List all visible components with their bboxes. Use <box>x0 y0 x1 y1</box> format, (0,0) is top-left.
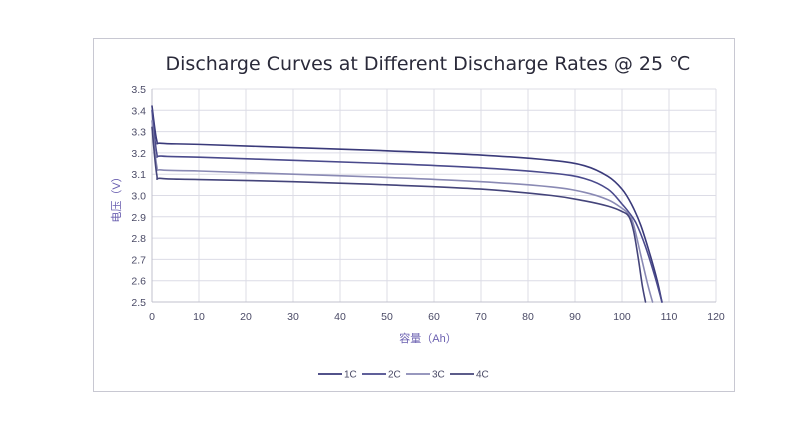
series-line-2c <box>151 109 663 303</box>
series-line-4c <box>151 126 647 303</box>
legend-label-2c: 2C <box>388 370 401 381</box>
x-tick-label: 30 <box>287 311 299 323</box>
y-tick-label: 3.5 <box>131 84 146 96</box>
y-tick-label: 3.3 <box>131 127 146 139</box>
y-tick-label: 2.6 <box>131 276 146 288</box>
x-tick-label: 80 <box>522 311 534 323</box>
chart-frame: Discharge Curves at Different Discharge … <box>93 38 735 392</box>
y-tick-label: 2.9 <box>131 212 146 224</box>
y-tick-label: 2.8 <box>131 233 146 245</box>
x-tick-label: 0 <box>149 311 155 323</box>
chart: Discharge Curves at Different Discharge … <box>110 53 725 381</box>
y-axis-title: 电压（V） <box>110 171 123 222</box>
series-line-1c <box>151 105 663 303</box>
x-tick-label: 40 <box>334 311 346 323</box>
legend-label-1c: 1C <box>344 370 357 381</box>
legend-label-3c: 3C <box>432 370 445 381</box>
y-tick-label: 2.7 <box>131 254 146 266</box>
x-tick-label: 110 <box>661 311 678 323</box>
x-tick-label: 120 <box>707 311 725 323</box>
legend-label-4c: 4C <box>476 370 489 381</box>
y-tick-label: 3.4 <box>131 105 146 117</box>
x-tick-label: 90 <box>569 311 581 323</box>
y-tick-label: 2.5 <box>131 297 146 309</box>
x-tick-label: 10 <box>193 311 205 323</box>
x-axis-title: 容量（Ah） <box>399 331 456 345</box>
x-tick-label: 60 <box>428 311 440 323</box>
x-tick-label: 70 <box>475 311 487 323</box>
chart-title: Discharge Curves at Different Discharge … <box>166 53 691 75</box>
series-line-3c <box>151 120 654 303</box>
y-tick-label: 3.0 <box>131 191 146 203</box>
x-tick-label: 50 <box>381 311 393 323</box>
y-tick-label: 3.1 <box>131 169 146 181</box>
y-tick-label: 3.2 <box>131 148 146 160</box>
x-tick-label: 100 <box>613 311 631 323</box>
x-tick-label: 20 <box>240 311 252 323</box>
